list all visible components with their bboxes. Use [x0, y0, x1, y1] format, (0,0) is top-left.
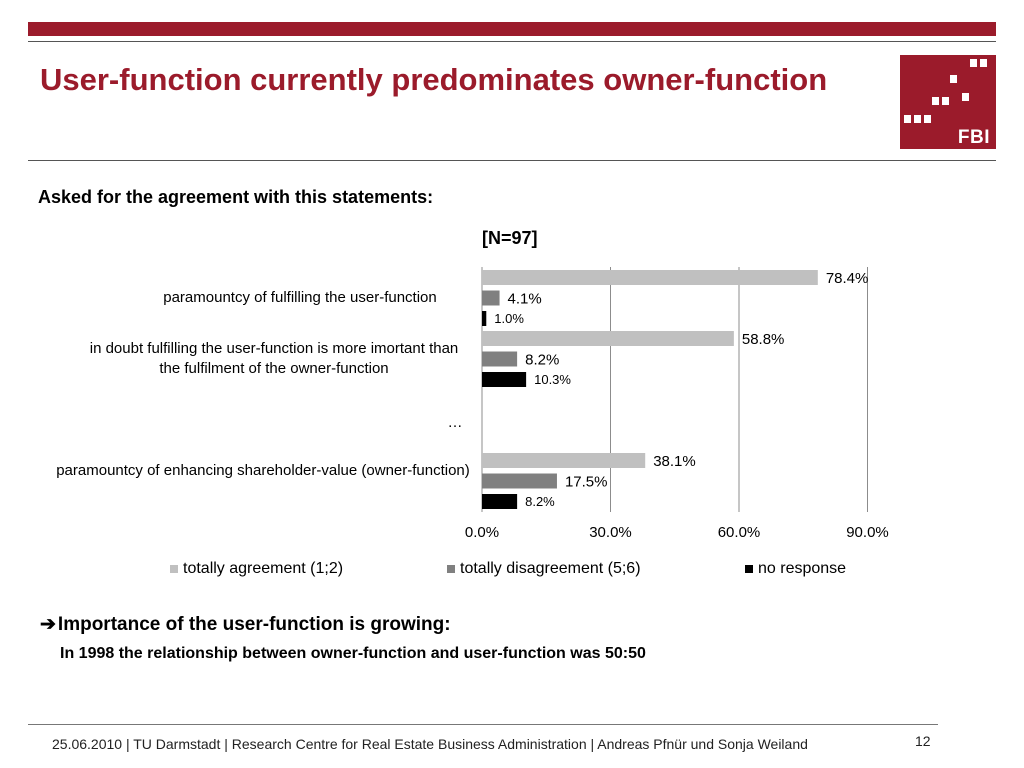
footer-text: 25.06.2010 | TU Darmstadt | Research Cen…: [52, 736, 808, 752]
header-accent-bar: [28, 22, 996, 36]
legend-item: totally agreement (1;2): [170, 560, 343, 578]
legend-swatch: [745, 565, 753, 573]
legend-swatch: [170, 565, 178, 573]
legend-item: totally disagreement (5;6): [447, 560, 641, 578]
data-label: 10.3%: [534, 372, 571, 387]
legend-swatch: [447, 565, 455, 573]
takeaway-note: In 1998 the relationship between owner-f…: [60, 645, 646, 662]
x-tick-label: 90.0%: [846, 524, 889, 541]
bar: [482, 351, 518, 367]
data-label: 78.4%: [826, 270, 869, 287]
bar: [482, 270, 818, 285]
page-number: 12: [915, 733, 931, 749]
data-label: 1.0%: [494, 311, 524, 326]
legend-label: totally agreement (1;2): [183, 560, 344, 577]
fbi-logo: FBI: [900, 55, 996, 149]
category-label: paramountcy of fulfilling the user-funct…: [163, 289, 437, 306]
takeaway-text: Importance of the user-function is growi…: [57, 614, 451, 635]
category-label: in doubt fulfilling the user-function is…: [89, 340, 459, 377]
data-label: 8.2%: [525, 351, 559, 368]
legend-label: no response: [758, 560, 847, 577]
data-label: 38.1%: [653, 453, 696, 470]
footer-rule: [28, 724, 938, 725]
category-label: …: [447, 414, 463, 431]
data-label: 58.8%: [742, 331, 785, 348]
slide-title: User-function currently predominates own…: [40, 62, 828, 97]
title-rule: [28, 160, 996, 161]
bar: [482, 311, 487, 326]
category-label: paramountcy of enhancing shareholder-val…: [56, 462, 470, 479]
data-label: 4.1%: [508, 290, 542, 307]
bar: [482, 331, 734, 346]
takeaway-heading: ➔ Importance of the user-function is grow…: [40, 613, 451, 636]
logo-text: FBI: [957, 127, 990, 148]
sample-size-label: [N=97]: [482, 228, 538, 248]
bar: [482, 473, 557, 489]
arrow-right-icon: ➔: [40, 614, 56, 635]
bar: [482, 453, 646, 468]
header-rule: [28, 41, 996, 42]
x-tick-label: 60.0%: [718, 524, 761, 541]
bar: [482, 372, 527, 387]
agreement-bar-chart: 0.0% 30.0% 60.0% 90.0% 78.4% 4.1% 1.0% 58.8% 8.2…: [465, 267, 889, 541]
bar: [482, 290, 500, 306]
data-label: 8.2%: [525, 494, 555, 509]
legend-item: no response: [745, 560, 846, 578]
legend-label: totally disagreement (5;6): [460, 560, 641, 577]
x-tick-label: 30.0%: [589, 524, 632, 541]
data-label: 17.5%: [565, 473, 608, 490]
chart-subtitle: Asked for the agreement with this statem…: [38, 187, 434, 207]
bar: [482, 494, 518, 509]
x-tick-label: 0.0%: [465, 524, 499, 541]
